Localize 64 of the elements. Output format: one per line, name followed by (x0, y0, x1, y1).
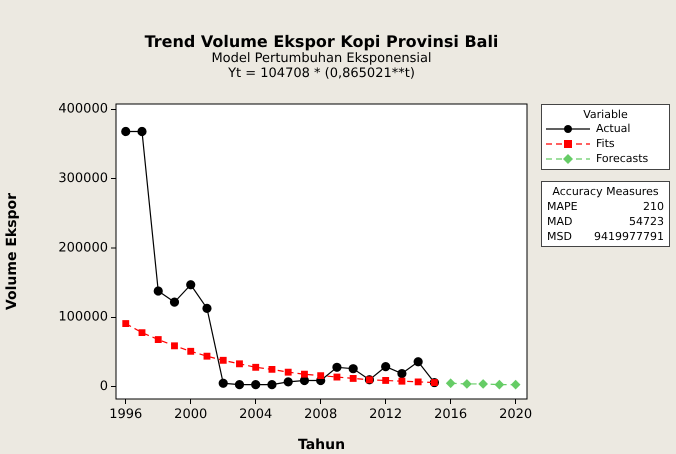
point (397, 368, 407, 378)
text: MSD 9419977791 (547, 230, 664, 243)
y-tick-label: 200000 (58, 240, 108, 256)
text: Yt = 104708 * (0,865021**t) (227, 66, 416, 81)
point (301, 370, 308, 378)
point (251, 380, 260, 390)
x-tick-label: 2020 (499, 407, 532, 422)
point (171, 342, 178, 350)
text: MAPE 210 (547, 200, 664, 213)
point (186, 280, 196, 290)
y-tick-label: 100000 (58, 310, 108, 325)
point (122, 320, 130, 328)
point (202, 304, 212, 313)
point (350, 374, 357, 382)
legend-label: Actual (595, 121, 632, 136)
y-tick-label: 300000 (58, 171, 108, 186)
x-tick-label: 2004 (239, 407, 272, 422)
point (220, 356, 227, 364)
x-tick-label: 2000 (174, 407, 208, 422)
point (121, 126, 130, 136)
x-tick-label: 2008 (304, 407, 338, 422)
y-tick-label: 400000 (58, 102, 108, 117)
point (234, 380, 244, 390)
point (398, 378, 406, 385)
point (348, 364, 358, 374)
chart-subtitle: Model Pertumbuhan Eksponensial (210, 51, 433, 66)
text: Accuracy Measures (551, 184, 660, 199)
point (236, 360, 243, 368)
legend-label: Forecasts (595, 151, 650, 166)
point (317, 372, 324, 380)
point (332, 362, 342, 372)
point (187, 348, 194, 355)
legend-label: Fits (595, 136, 616, 151)
point (381, 362, 390, 372)
text: MAD 54723 (547, 215, 664, 228)
point (462, 379, 472, 389)
legend-title: Variable (582, 108, 629, 121)
y-axis-title: Volume Ekspor (4, 192, 20, 310)
y-tick-label: 0 (100, 379, 108, 394)
point (267, 380, 277, 390)
point (154, 336, 162, 343)
point (284, 377, 293, 386)
point (414, 378, 422, 386)
point (334, 374, 340, 380)
chart-title: Trend Volume Ekspor Kopi Provinsi Bali (144, 32, 500, 51)
point (170, 298, 180, 307)
x-tick-label: 1996 (109, 407, 142, 422)
point (268, 366, 276, 373)
point (284, 368, 292, 376)
point (204, 352, 210, 360)
x-tick-label: 2016 (434, 407, 468, 422)
point (511, 380, 520, 390)
point (138, 329, 146, 336)
point (137, 126, 147, 136)
point (494, 380, 504, 390)
point (252, 364, 260, 371)
point (382, 377, 390, 384)
point (478, 379, 488, 389)
point (218, 378, 228, 388)
point (154, 286, 163, 296)
point (414, 357, 423, 366)
point (446, 378, 456, 388)
x-axis-title: Tahun (298, 437, 346, 454)
x-tick-label: 2012 (369, 407, 402, 422)
